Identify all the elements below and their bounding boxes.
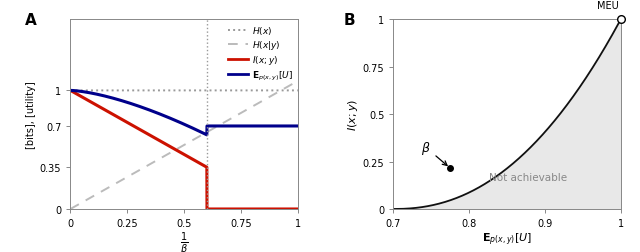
X-axis label: $\mathbf{E}_{p(x,y)}[U]$: $\mathbf{E}_{p(x,y)}[U]$ <box>482 231 532 247</box>
X-axis label: $\frac{1}{\beta}$: $\frac{1}{\beta}$ <box>180 230 188 252</box>
Y-axis label: [bits], [utility]: [bits], [utility] <box>26 81 36 148</box>
Text: B: B <box>343 13 355 27</box>
Text: A: A <box>25 13 36 27</box>
Text: MEU: MEU <box>596 1 618 11</box>
Text: $\beta$: $\beta$ <box>421 140 447 166</box>
Y-axis label: $I(x;y)$: $I(x;y)$ <box>346 99 360 131</box>
Text: Not achievable: Not achievable <box>489 172 568 182</box>
Legend: $H(x)$, $H(x|y)$, $I(x;y)$, $\mathbf{E}_{p(x,y)}[U]$: $H(x)$, $H(x|y)$, $I(x;y)$, $\mathbf{E}_… <box>228 25 293 82</box>
